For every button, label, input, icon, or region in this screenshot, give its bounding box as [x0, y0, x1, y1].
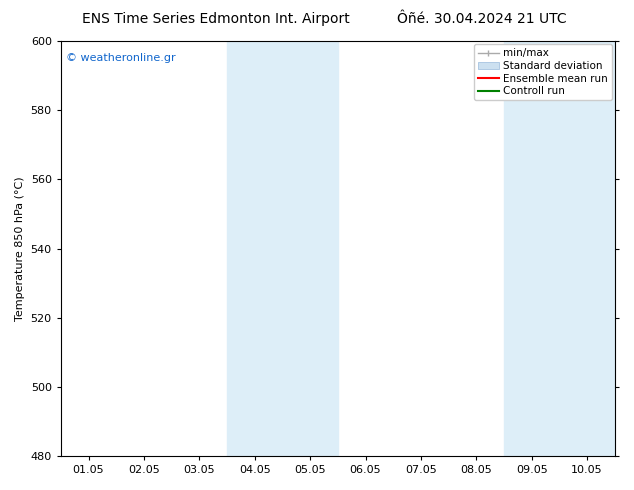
Legend: min/max, Standard deviation, Ensemble mean run, Controll run: min/max, Standard deviation, Ensemble me… — [474, 44, 612, 100]
Bar — [227, 41, 338, 456]
Text: Ôñé. 30.04.2024 21 UTC: Ôñé. 30.04.2024 21 UTC — [397, 12, 567, 26]
Text: © weatheronline.gr: © weatheronline.gr — [67, 53, 176, 64]
Bar — [504, 41, 615, 456]
Y-axis label: Temperature 850 hPa (°C): Temperature 850 hPa (°C) — [15, 176, 25, 321]
Text: ENS Time Series Edmonton Int. Airport: ENS Time Series Edmonton Int. Airport — [82, 12, 349, 26]
